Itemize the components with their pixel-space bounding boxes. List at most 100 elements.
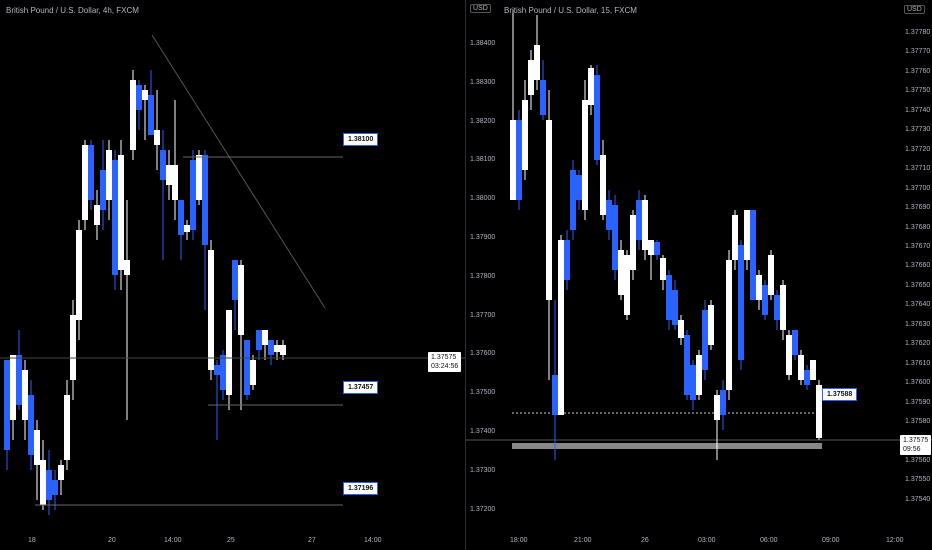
candle-body [226,310,232,395]
candle-body [774,295,780,320]
right-x-label: 26 [641,537,649,544]
candle-body [624,255,630,315]
candle-body [58,465,64,480]
candle-body [22,370,28,420]
right-countdown: 09:56 [903,446,921,453]
candle-body [238,265,244,335]
candle-body [112,160,118,275]
callout-1.37196[interactable]: 1.37196 [343,482,379,495]
callout-1.37588[interactable]: 1.37588 [822,388,858,401]
right-current-price-box: 1.37575 09:56 [900,435,932,455]
candle-body [660,258,666,280]
candle-body [654,242,660,255]
candle-body [166,165,172,185]
right-x-label: 12:00 [886,537,904,544]
right-x-label: 06:00 [760,537,778,544]
right-right-axis-label: 1.37720 [905,145,931,153]
right-left-axis-label: 1.38000 [470,195,496,203]
support-zone [512,443,822,449]
right-left-axis-label: 1.38100 [470,156,496,164]
candle-body [744,210,750,260]
candle-body [792,330,798,355]
candle-body [70,315,76,380]
candle-body [588,68,594,105]
trend-line [151,34,326,309]
candle-body [534,45,540,80]
candle-body [594,75,600,160]
candle-body [202,155,208,245]
candle-body [768,255,774,295]
right-left-axis-label: 1.38200 [470,117,496,125]
candle-body [684,335,690,395]
candle-body [648,240,654,255]
candle-body [46,470,52,500]
candle-body [546,120,552,300]
candle-body [630,215,636,270]
right-right-axis-label: 1.37580 [905,418,931,425]
candle-body [40,460,46,505]
candle-body [612,205,618,270]
right-x-label: 03:00 [698,537,716,544]
candle-body [600,155,606,215]
right-right-axis-label: 1.37740 [905,106,931,114]
candle-body [16,355,22,405]
right-chart-panel[interactable]: British Pound / U.S. Dollar, 15, FXCM US… [466,0,932,550]
callout-1.38100[interactable]: 1.38100 [343,133,379,146]
candle-body [214,365,220,375]
right-right-axis-label: 1.37690 [905,204,931,212]
right-x-label: 18:00 [510,537,528,544]
candle-body [558,240,564,415]
candle-body [570,170,576,230]
candle-body [130,80,136,150]
candle-body [708,305,714,345]
left-chart-panel[interactable]: British Pound / U.S. Dollar, 4h, FXCM 18… [0,0,466,550]
candle-body [672,290,678,325]
candle-body [678,320,684,338]
right-right-axis-label: 1.37760 [905,67,931,75]
candle-body [516,120,522,200]
right-right-scale-label[interactable]: USD [904,5,925,14]
left-chart-title: British Pound / U.S. Dollar, 4h, FXCM [6,6,139,15]
candle-body [250,360,256,385]
candle-body [274,345,280,352]
right-right-axis-label: 1.37590 [905,398,931,406]
right-left-axis-label: 1.37300 [470,466,496,474]
candle-body [94,205,100,225]
candle-body [786,335,792,375]
candle-body [618,250,624,295]
candle-body [208,250,214,370]
left-x-label: 18 [28,537,36,544]
right-x-label: 21:00 [574,537,592,544]
right-right-axis-label: 1.37750 [905,87,931,95]
candle-body [576,175,582,200]
candle-body [100,170,106,210]
candle-body [720,390,726,415]
candle-body [666,275,672,320]
candle-body [798,355,804,380]
candle-body [522,100,528,170]
panel-divider[interactable] [465,0,466,550]
candle-body [82,145,88,220]
candle-body [232,260,238,300]
candle-body [762,285,768,315]
candle-body [256,330,262,350]
candle-body [28,395,34,455]
candle-body [154,130,160,145]
candle-body [124,260,130,275]
candle-body [4,360,10,450]
right-right-axis-label: 1.37710 [905,165,931,173]
candle-body [738,245,744,360]
right-left-axis-label: 1.38400 [470,40,496,47]
left-chart-canvas[interactable] [0,0,466,550]
left-x-label: 27 [308,537,316,544]
callout-1.37457[interactable]: 1.37457 [343,381,379,394]
right-chart-canvas[interactable] [466,0,932,550]
candle-body [178,200,184,235]
left-x-label: 20 [108,537,116,544]
left-x-label: 25 [227,537,235,544]
right-right-axis-label: 1.37540 [905,495,931,503]
right-left-axis-label: 1.37500 [470,389,496,397]
right-left-scale-label[interactable]: USD [470,4,491,13]
right-right-axis-label: 1.37620 [905,340,931,348]
candle-body [106,150,112,200]
